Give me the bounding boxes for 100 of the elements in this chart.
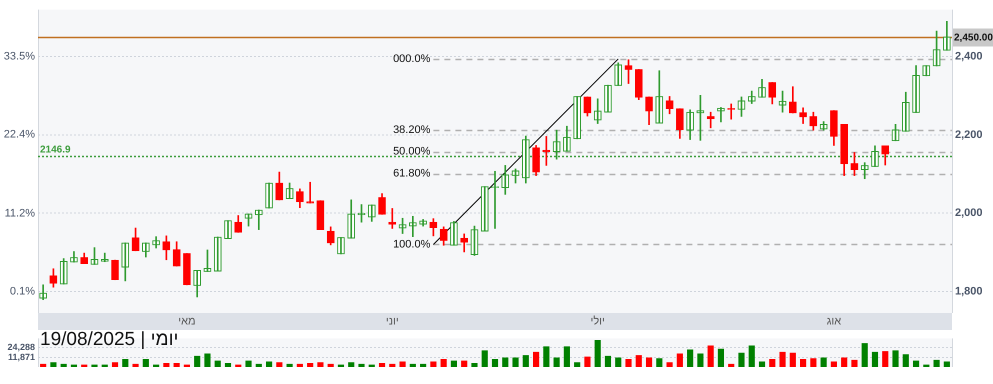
annotation: 61.80% [393,168,431,180]
bar [594,340,601,367]
bar [718,348,724,367]
bar [482,350,488,367]
y-tick-label: 24,288 [7,342,35,352]
x-tick-label: יוני [386,316,399,328]
bar [122,359,128,367]
bar [584,356,591,367]
bar [492,359,498,367]
bar [574,362,580,367]
annotation: 50.00% [393,146,431,158]
bar [450,360,457,367]
bar [872,352,878,367]
bar [820,357,827,367]
bar [266,361,272,367]
bar [800,359,806,367]
y2-tick-label: 0.1% [10,286,36,298]
bar [430,361,436,367]
bar [399,361,406,367]
bar [604,356,612,367]
bar [830,361,837,367]
y2-tick-label: 33.5% [4,50,36,63]
bar [358,364,365,367]
bar [348,362,354,367]
bar [286,364,293,367]
annotation: 000.0% [393,52,431,65]
bar [328,364,334,367]
bar [142,359,149,367]
bar [174,363,180,367]
candlestick [542,136,550,166]
bar [522,355,529,367]
bar [779,352,786,367]
bar [50,362,56,367]
bar [790,352,796,367]
bar [564,346,570,367]
bar [471,363,478,367]
y-tick-label: 2,000 [955,207,983,220]
y-tick-label: 2,400 [955,50,983,63]
bar [420,364,426,367]
candlestick [358,204,366,223]
bar [389,364,396,367]
bar [728,364,734,367]
bar [625,359,632,367]
bar [646,357,652,367]
bar [676,353,683,367]
bar [758,361,766,367]
bar [245,360,252,367]
bar [533,352,540,367]
y2-tick-label: 11.2% [4,207,36,220]
bar [40,364,46,367]
bar [615,357,622,367]
bar [60,364,67,367]
bar [769,359,776,367]
y-tick-label: 11,871 [8,352,35,362]
y2-tick-label: 22.4% [4,128,36,141]
bar [296,364,303,367]
bar [708,346,714,367]
bar [851,360,858,367]
bar [163,363,170,367]
x-tick-label: מאי [178,316,196,328]
bar [132,364,139,367]
bar [666,362,673,367]
bar [204,353,211,367]
bar [902,354,909,367]
y-tick-label: 2,200 [955,128,983,141]
bar [636,355,642,367]
bar [224,363,232,367]
bar [461,360,468,367]
y-tick-label: 1,800 [955,286,983,298]
bar [214,360,221,367]
bar [656,358,662,367]
bar [554,357,560,367]
ref-line-label: 2146.9 [40,144,72,156]
bar [512,357,519,367]
bar [256,364,262,367]
bar [317,362,324,367]
bar [502,357,508,367]
x-tick-label: יולי [590,316,605,328]
bar [440,359,447,367]
candlestick [727,104,736,120]
bar [194,356,200,367]
bar [841,357,848,367]
bar [862,343,868,367]
bar [543,346,550,367]
bar [912,360,920,367]
bar [687,350,694,367]
bar [112,362,118,367]
annotation: 100.0% [393,238,431,251]
bar [378,363,386,367]
bar [307,363,314,367]
bar [882,351,888,367]
text: יומי | 19/08/2025 [40,329,178,351]
x-tick-label: אוג [826,316,842,328]
bar [738,352,745,367]
bar [892,350,899,367]
annotation: 38.20% [393,124,431,136]
bar [944,361,950,367]
bar [276,362,282,367]
ref-line-label: 2,450.00 [954,32,993,44]
bar [934,360,940,367]
